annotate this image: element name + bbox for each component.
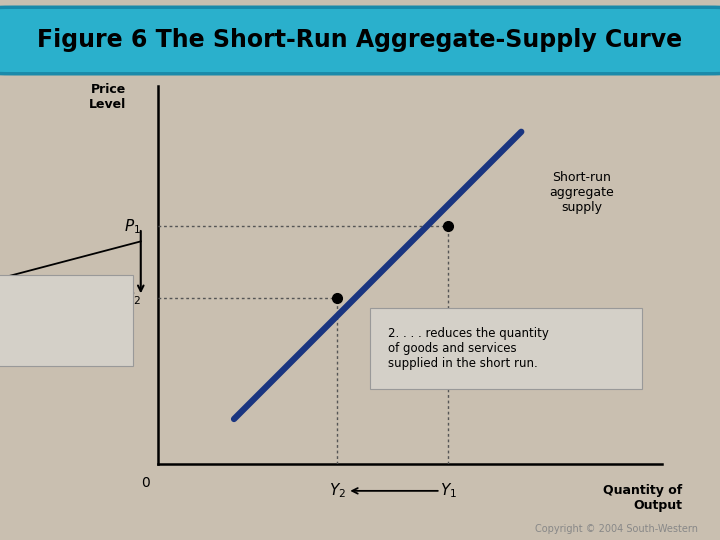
FancyBboxPatch shape bbox=[0, 275, 133, 366]
Text: 2. . . . reduces the quantity
of goods and services
supplied in the short run.: 2. . . . reduces the quantity of goods a… bbox=[388, 327, 549, 370]
Text: $P_2$: $P_2$ bbox=[124, 289, 141, 307]
FancyBboxPatch shape bbox=[370, 308, 642, 389]
Text: $Y_2$: $Y_2$ bbox=[329, 482, 346, 500]
Text: Quantity of
Output: Quantity of Output bbox=[603, 484, 683, 512]
Text: Short-run
aggregate
supply: Short-run aggregate supply bbox=[549, 171, 614, 214]
FancyBboxPatch shape bbox=[0, 7, 720, 74]
Text: Price
Level: Price Level bbox=[89, 83, 127, 111]
Text: $Y_1$: $Y_1$ bbox=[440, 482, 456, 500]
Text: 0: 0 bbox=[141, 476, 150, 490]
Text: $P_1$: $P_1$ bbox=[124, 217, 141, 235]
Text: Copyright © 2004 South-Western: Copyright © 2004 South-Western bbox=[536, 523, 698, 534]
Text: Figure 6 The Short-Run Aggregate-Supply Curve: Figure 6 The Short-Run Aggregate-Supply … bbox=[37, 29, 683, 52]
